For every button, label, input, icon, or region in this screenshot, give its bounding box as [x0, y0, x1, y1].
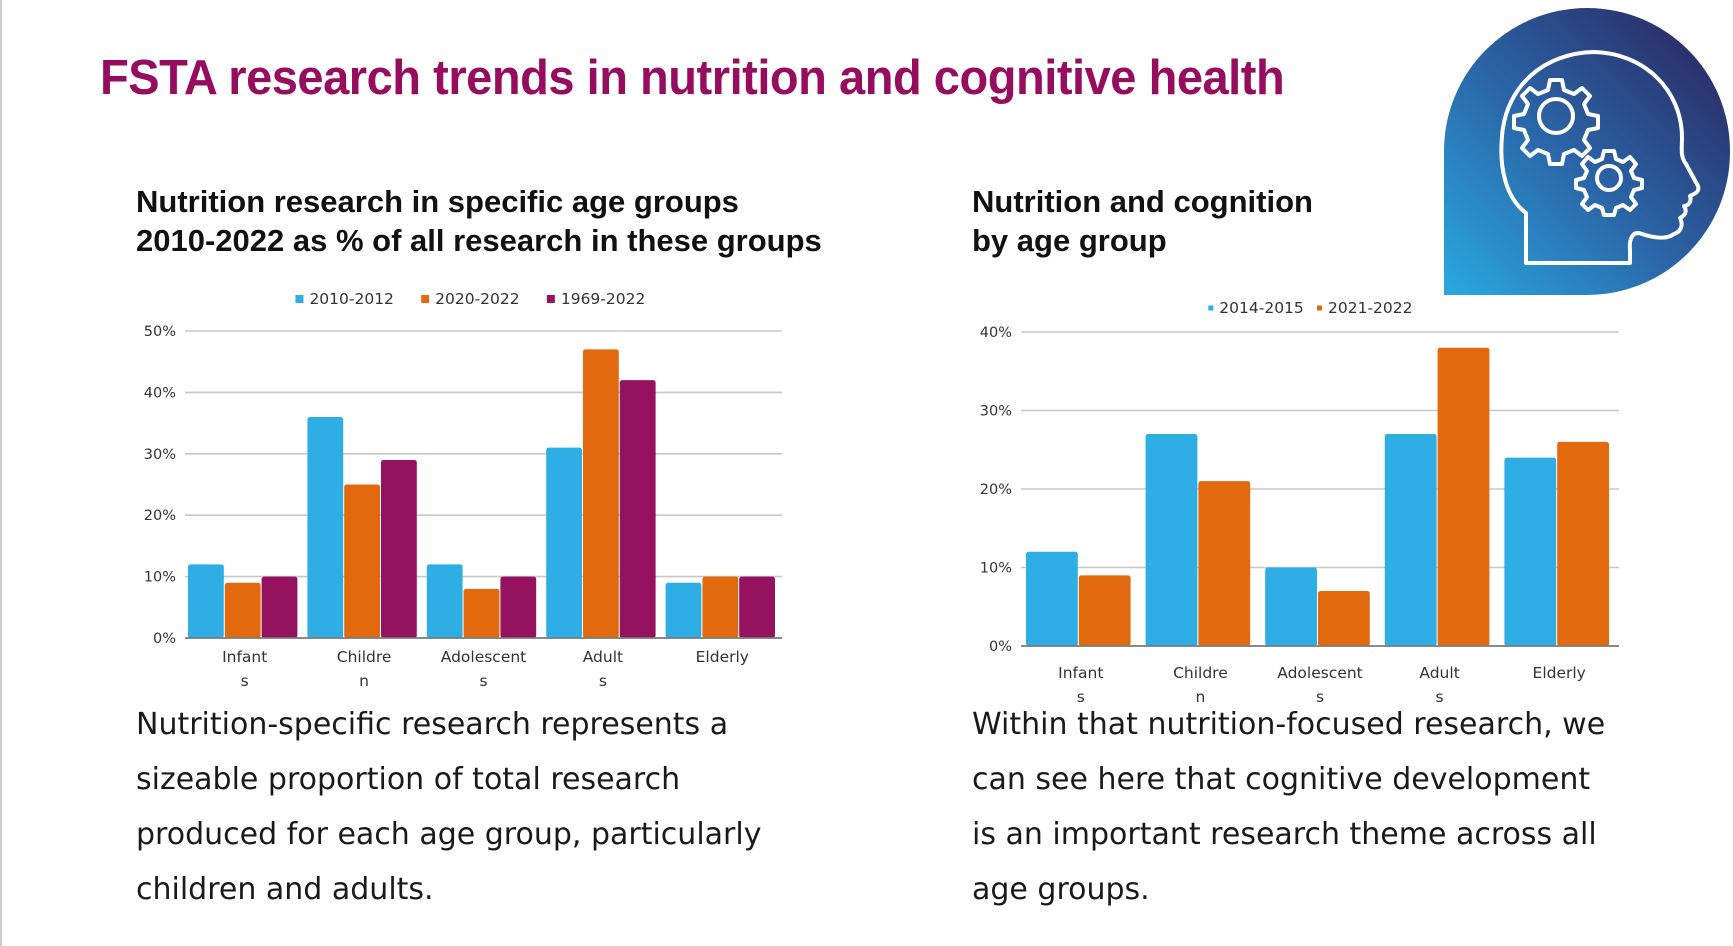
left-chart-subtitle: Nutrition research in specific age group…: [136, 182, 822, 260]
bar-2021-2022-Children: [1198, 481, 1251, 646]
y-tick-label: 20%: [980, 482, 1012, 498]
x-tick-label: Elderly: [1533, 664, 1586, 682]
page-title: FSTA research trends in nutrition and co…: [100, 51, 1285, 105]
bar-2014-2015-Adolescents: [1265, 567, 1317, 646]
subtitle-line: 2010-2022 as % of all research in these …: [136, 223, 822, 258]
body-line: produced for each age group, particularl…: [136, 817, 762, 852]
y-tick-label: 20%: [144, 508, 176, 524]
bar-1969-2022-Children: [381, 459, 417, 638]
x-tick-label: n: [1195, 688, 1205, 706]
legend-label: 2021-2022: [1328, 299, 1413, 317]
legend-label: 1969-2022: [561, 290, 646, 308]
y-tick-label: 0%: [989, 639, 1012, 655]
x-tick-label: Infant: [1058, 664, 1103, 682]
y-tick-label: 40%: [144, 385, 176, 401]
gear-small: [1574, 149, 1644, 217]
x-tick-label: Adult: [1419, 664, 1459, 682]
bar-2020-2022-Children: [344, 484, 380, 638]
bar-2010-2012-Elderly: [665, 582, 702, 638]
legend-swatch: [546, 295, 555, 303]
x-tick-label: Elderly: [696, 648, 749, 666]
body-line: age groups.: [972, 872, 1150, 907]
body-line: can see here that cognitive development: [972, 762, 1591, 797]
legend-label: 2010-2012: [309, 290, 394, 308]
x-tick-label: Adolescent: [441, 648, 527, 666]
legend-swatch: [1208, 305, 1214, 311]
x-tick-label: Infant: [222, 648, 267, 666]
y-tick-label: 30%: [144, 447, 176, 463]
bar-2014-2015-Children: [1145, 434, 1198, 646]
right-body-text: Within that nutrition-focused research, …: [972, 697, 1605, 917]
subtitle-line: Nutrition research in specific age group…: [136, 184, 739, 219]
bar-1969-2022-Infants: [261, 576, 298, 638]
slide-left-border: [0, 0, 2, 946]
bar-2021-2022-Elderly: [1557, 441, 1609, 646]
y-tick-label: 10%: [980, 561, 1012, 577]
legend-swatch: [295, 295, 304, 303]
bar-1969-2022-Adults: [619, 380, 656, 638]
head-with-gears-icon: [1444, 8, 1731, 295]
bar-2010-2012-Infants: [188, 564, 224, 638]
bar-2014-2015-Adults: [1384, 434, 1437, 646]
legend-swatch: [421, 295, 430, 303]
bar-2021-2022-Adolescents: [1318, 591, 1370, 646]
y-tick-label: 10%: [144, 570, 176, 586]
bar-1969-2022-Elderly: [739, 576, 775, 638]
x-tick-label: s: [1077, 688, 1085, 706]
x-tick-label: s: [479, 672, 487, 690]
x-tick-label: Childre: [337, 648, 392, 666]
bar-2020-2022-Adults: [583, 349, 619, 638]
left-body-text: Nutrition-specific research represents a…: [136, 697, 761, 917]
right-chart-subtitle: Nutrition and cognition by age group: [972, 182, 1313, 260]
x-tick-label: n: [359, 672, 369, 690]
x-tick-label: Adolescent: [1277, 664, 1363, 682]
bar-2020-2022-Adolescents: [463, 588, 500, 638]
bar-2010-2012-Adolescents: [426, 564, 463, 638]
x-tick-label: s: [241, 672, 249, 690]
x-tick-label: Childre: [1173, 664, 1228, 682]
bar-1969-2022-Adolescents: [500, 576, 537, 638]
gear-large: [1512, 78, 1600, 166]
bar-2014-2015-Elderly: [1504, 457, 1557, 646]
x-tick-label: s: [599, 672, 607, 690]
bar-2014-2015-Infants: [1026, 551, 1078, 646]
bar-2010-2012-Children: [307, 416, 344, 638]
legend-swatch: [1317, 305, 1322, 311]
body-line: children and adults.: [136, 872, 434, 907]
y-tick-label: 50%: [144, 324, 176, 340]
bar-2021-2022-Adults: [1437, 347, 1490, 646]
bar-2021-2022-Infants: [1078, 575, 1131, 646]
y-tick-label: 40%: [980, 325, 1012, 341]
x-tick-label: s: [1436, 688, 1444, 706]
bar-2020-2022-Infants: [224, 582, 261, 638]
x-tick-label: Adult: [583, 648, 623, 666]
bar-2010-2012-Adults: [546, 447, 582, 638]
body-line: is an important research theme across al…: [972, 817, 1597, 852]
legend-label: 2014-2015: [1219, 299, 1304, 317]
y-tick-label: 0%: [153, 631, 176, 647]
body-line: Nutrition-specific research represents a: [136, 707, 729, 742]
body-line: sizeable proportion of total research: [136, 762, 681, 797]
bar-2020-2022-Elderly: [702, 576, 739, 638]
y-tick-label: 30%: [980, 404, 1012, 420]
legend-label: 2020-2022: [435, 290, 520, 308]
subtitle-line: by age group: [972, 223, 1167, 258]
body-line: Within that nutrition-focused research, …: [972, 707, 1606, 742]
x-tick-label: s: [1316, 688, 1324, 706]
subtitle-line: Nutrition and cognition: [972, 184, 1313, 219]
